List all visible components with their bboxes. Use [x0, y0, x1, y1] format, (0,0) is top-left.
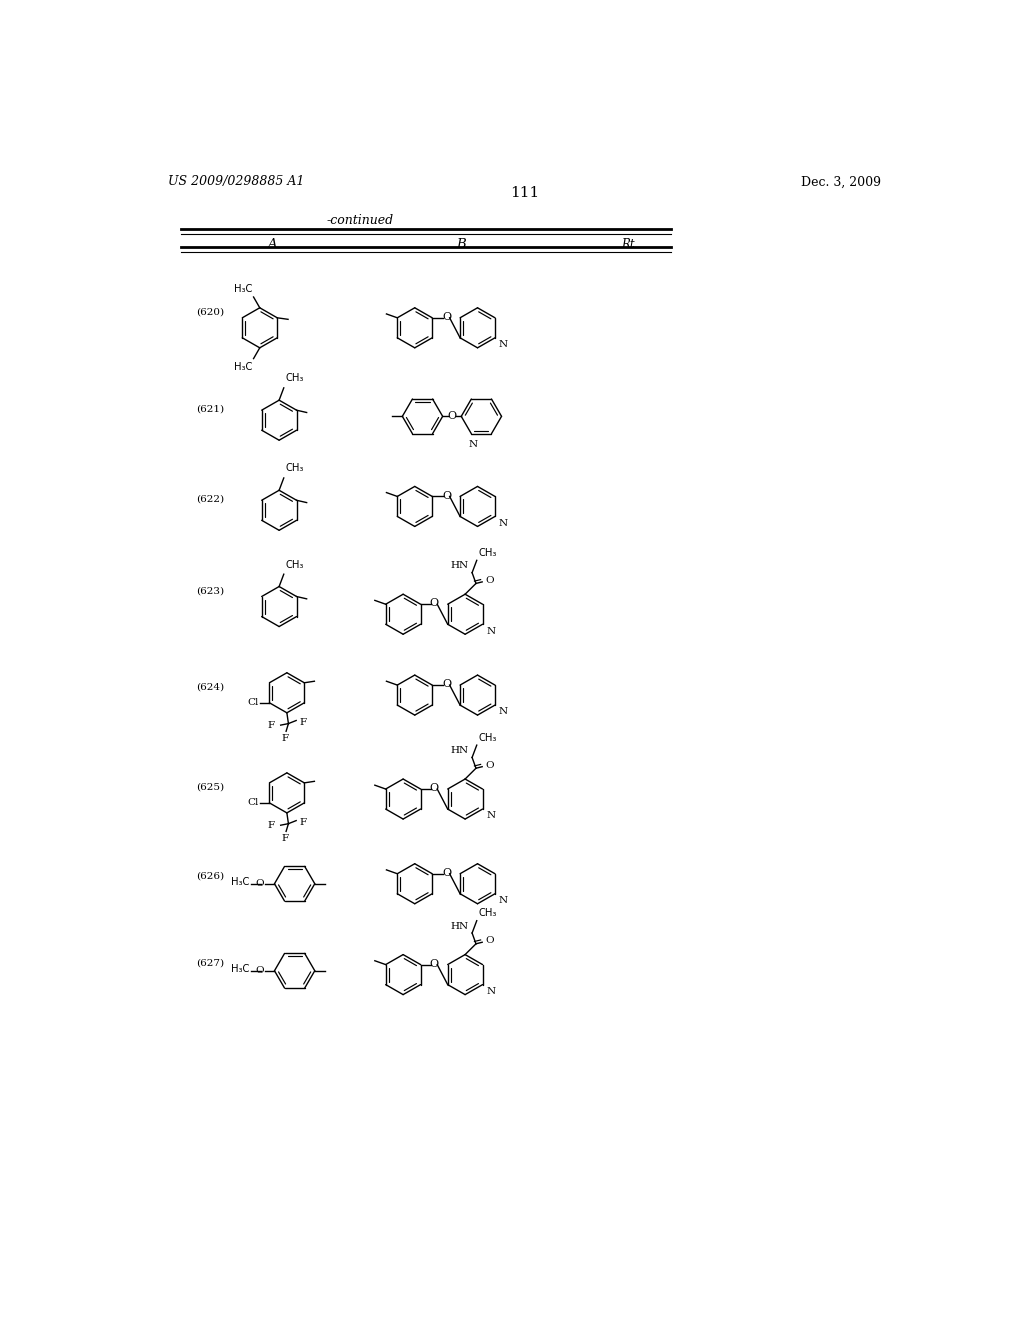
- Text: CH₃: CH₃: [286, 463, 304, 474]
- Text: H₃C: H₃C: [231, 964, 250, 974]
- Text: (623): (623): [197, 586, 224, 595]
- Text: Rt: Rt: [622, 238, 635, 251]
- Text: F: F: [299, 718, 306, 726]
- Text: F: F: [282, 834, 289, 842]
- Text: CH₃: CH₃: [478, 908, 497, 919]
- Text: F: F: [282, 734, 289, 743]
- Text: O: O: [442, 680, 452, 689]
- Text: (625): (625): [197, 783, 224, 792]
- Text: HN: HN: [451, 561, 469, 570]
- Text: (622): (622): [197, 494, 224, 503]
- Text: B: B: [457, 238, 466, 251]
- Text: N: N: [499, 519, 508, 528]
- Text: Cl: Cl: [247, 799, 259, 808]
- Text: O: O: [442, 869, 452, 878]
- Text: (626): (626): [197, 871, 224, 880]
- Text: N: N: [486, 987, 496, 995]
- Text: A: A: [266, 238, 276, 251]
- Text: N: N: [486, 627, 496, 635]
- Text: HN: HN: [451, 746, 469, 755]
- Text: O: O: [442, 312, 452, 322]
- Text: H₃C: H₃C: [233, 284, 252, 294]
- Text: F: F: [267, 821, 274, 830]
- Text: HN: HN: [451, 921, 469, 931]
- Text: Cl: Cl: [247, 698, 259, 708]
- Text: F: F: [299, 817, 306, 826]
- Text: O: O: [485, 936, 494, 945]
- Text: N: N: [499, 341, 508, 348]
- Text: N: N: [486, 812, 496, 820]
- Text: O: O: [429, 958, 438, 969]
- Text: Dec. 3, 2009: Dec. 3, 2009: [802, 176, 882, 189]
- Text: N: N: [499, 896, 508, 906]
- Text: H₃C: H₃C: [231, 878, 250, 887]
- Text: O: O: [429, 598, 438, 609]
- Text: O: O: [447, 412, 457, 421]
- Text: (624): (624): [197, 682, 224, 692]
- Text: US 2009/0298885 A1: US 2009/0298885 A1: [168, 176, 305, 189]
- Text: CH₃: CH₃: [478, 733, 497, 743]
- Text: 111: 111: [510, 186, 540, 201]
- Text: O: O: [429, 783, 438, 793]
- Text: -continued: -continued: [327, 214, 394, 227]
- Text: N: N: [468, 440, 477, 449]
- Text: O: O: [255, 966, 263, 975]
- Text: (627): (627): [197, 958, 224, 968]
- Text: CH₃: CH₃: [286, 374, 304, 383]
- Text: O: O: [485, 760, 494, 770]
- Text: (620): (620): [197, 308, 224, 317]
- Text: O: O: [442, 491, 452, 500]
- Text: O: O: [485, 576, 494, 585]
- Text: O: O: [255, 879, 263, 888]
- Text: CH₃: CH₃: [478, 548, 497, 558]
- Text: CH₃: CH₃: [286, 560, 304, 570]
- Text: N: N: [499, 708, 508, 717]
- Text: (621): (621): [197, 404, 224, 413]
- Text: H₃C: H₃C: [233, 363, 252, 372]
- Text: F: F: [267, 721, 274, 730]
